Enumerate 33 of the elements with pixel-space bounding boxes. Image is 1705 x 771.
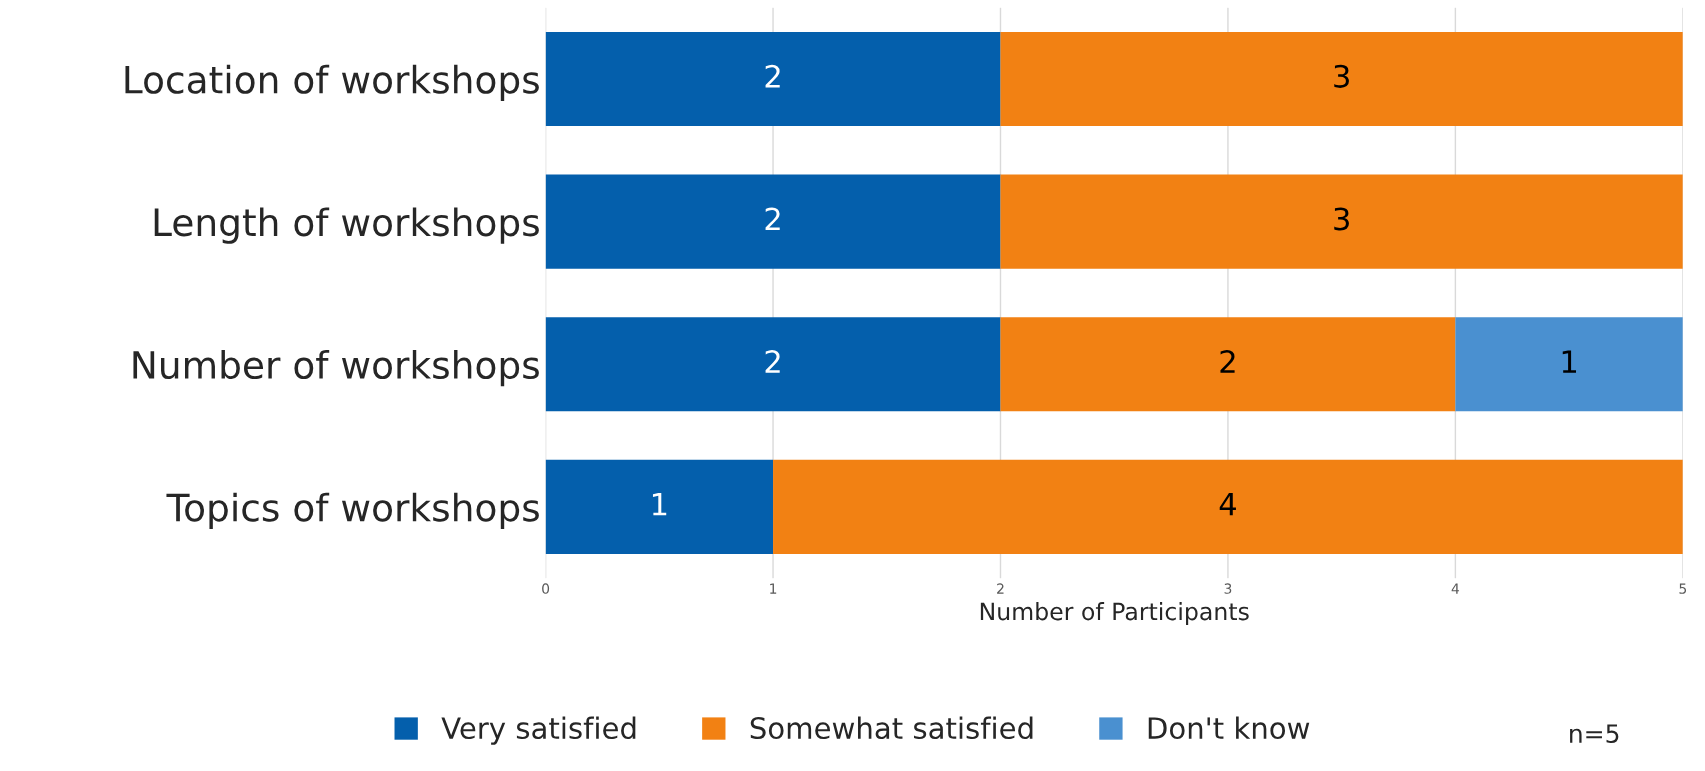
x-tick-label: 5: [1679, 583, 1687, 594]
bar: [1000, 317, 1456, 412]
x-tick-label: 0: [542, 583, 550, 594]
y-tick-label: Length of workshops: [154, 207, 539, 244]
bar: [545, 31, 1001, 127]
bar: [545, 317, 1001, 412]
legend-label: Very satisfied: [441, 716, 636, 745]
legend-label: Don't know: [1148, 716, 1310, 740]
text: n=5: [1570, 724, 1619, 744]
x-axis-title: Number of Participants: [980, 602, 1249, 625]
data-label: 4: [1219, 493, 1236, 516]
data-label: 2: [765, 64, 780, 88]
bar: [1455, 317, 1683, 412]
bar: [545, 459, 774, 554]
bar: [1000, 31, 1683, 127]
data-label: 2: [765, 207, 780, 231]
bar: [1000, 174, 1683, 269]
data-label: 2: [765, 350, 780, 373]
legend-label: Somewhat satisfied: [750, 716, 1033, 740]
data-label: 3: [1334, 207, 1349, 231]
y-tick-label: Number of workshops: [133, 350, 539, 387]
bar: [773, 459, 1683, 554]
x-tick-label: 1: [770, 583, 777, 594]
data-label: 2: [1220, 350, 1235, 373]
y-tick-label: Topics of workshops: [166, 492, 539, 529]
data-label: 1: [652, 493, 667, 516]
x-tick-label: 4: [1451, 583, 1460, 594]
data-label: 1: [1562, 350, 1577, 373]
y-tick-label: Location of workshops: [125, 64, 539, 102]
bar: [545, 174, 1001, 269]
x-tick-label: 2: [997, 583, 1004, 594]
data-label: 3: [1334, 64, 1349, 88]
x-tick-label: 3: [1224, 583, 1232, 594]
